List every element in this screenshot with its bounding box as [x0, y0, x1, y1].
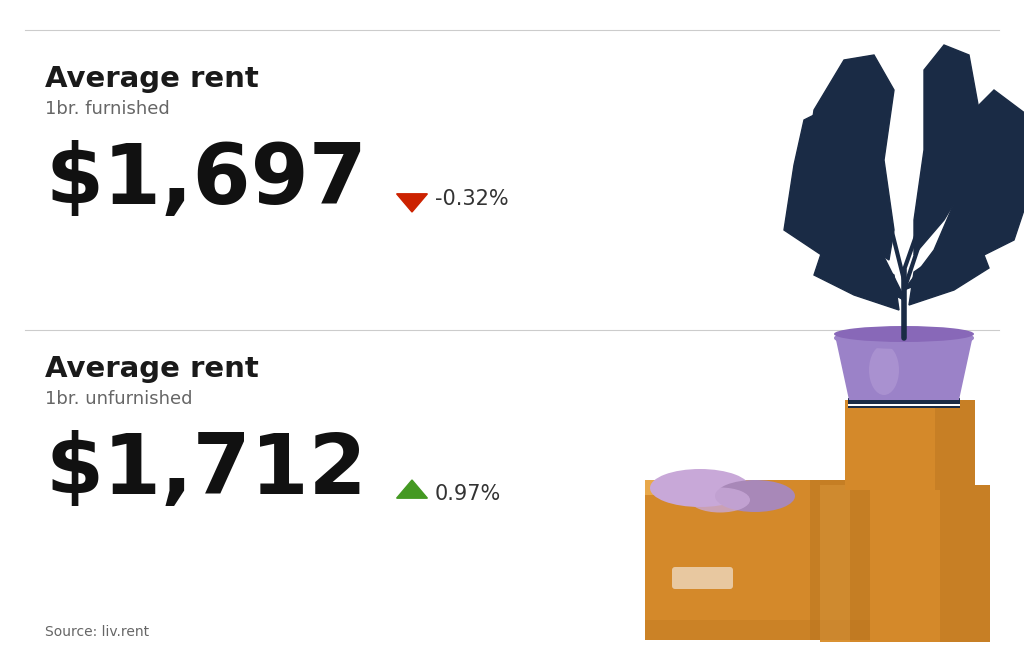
Polygon shape: [940, 485, 990, 642]
Ellipse shape: [869, 345, 899, 395]
Polygon shape: [904, 90, 1024, 290]
Polygon shape: [396, 480, 427, 498]
Polygon shape: [848, 404, 961, 406]
Polygon shape: [848, 398, 961, 408]
Ellipse shape: [690, 487, 750, 512]
Polygon shape: [935, 400, 975, 490]
Text: Average rent: Average rent: [45, 355, 259, 383]
Polygon shape: [784, 100, 904, 300]
Polygon shape: [836, 340, 972, 400]
Text: 0.97%: 0.97%: [435, 484, 502, 504]
Polygon shape: [645, 620, 870, 640]
Polygon shape: [845, 400, 975, 490]
Ellipse shape: [834, 326, 974, 342]
Polygon shape: [814, 245, 899, 310]
Polygon shape: [645, 480, 755, 495]
Polygon shape: [820, 485, 990, 642]
Ellipse shape: [834, 327, 974, 349]
Polygon shape: [810, 480, 870, 640]
Text: $1,697: $1,697: [45, 140, 367, 221]
Polygon shape: [820, 485, 850, 642]
Polygon shape: [914, 45, 979, 255]
Ellipse shape: [715, 480, 795, 512]
Polygon shape: [396, 194, 427, 212]
Text: Average rent: Average rent: [45, 65, 259, 93]
Text: Source: liv.rent: Source: liv.rent: [45, 625, 150, 639]
FancyBboxPatch shape: [672, 567, 733, 589]
Polygon shape: [804, 55, 894, 260]
Text: 1br. furnished: 1br. furnished: [45, 100, 170, 118]
Text: -0.32%: -0.32%: [435, 189, 509, 209]
Polygon shape: [645, 480, 870, 640]
Ellipse shape: [650, 469, 750, 507]
Text: $1,712: $1,712: [45, 430, 367, 511]
Polygon shape: [909, 242, 989, 305]
Text: 1br. unfurnished: 1br. unfurnished: [45, 390, 193, 408]
